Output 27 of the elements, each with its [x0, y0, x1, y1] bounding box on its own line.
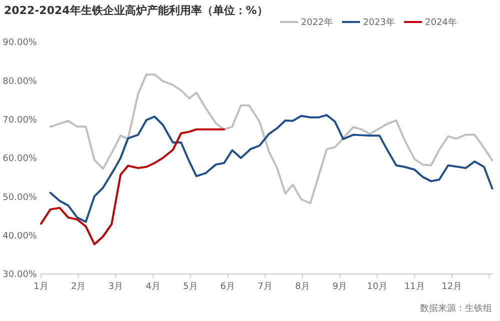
- y-tick-label: 80.00%: [2, 76, 38, 87]
- x-tick-label: 7月: [258, 282, 272, 292]
- x-tick-label: 2月: [70, 282, 86, 292]
- x-tick-label: 10月: [366, 282, 388, 292]
- line-series: [40, 128, 226, 246]
- x-tick-label: 1月: [34, 282, 48, 292]
- legend-label: 2022年: [301, 17, 333, 28]
- x-tick-label: 12月: [442, 282, 462, 292]
- y-tick-label: 30.00%: [2, 270, 38, 280]
- x-tick-label: 4月: [146, 282, 160, 292]
- x-tick-label: 6月: [220, 282, 236, 292]
- chart-title: 2022-2024年生铁企业高炉产能利用率（单位：%）: [4, 4, 268, 17]
- x-tick-label: 5月: [183, 282, 198, 292]
- x-tick-label: 9月: [332, 282, 348, 292]
- y-tick-label: 90.00%: [2, 38, 38, 48]
- line-series: [49, 73, 494, 204]
- legend-label: 2024年: [425, 17, 457, 28]
- x-tick-label: 8月: [295, 282, 310, 292]
- line-series: [49, 114, 494, 223]
- x-tick-label: 11月: [404, 282, 425, 292]
- x-tick-label: 3月: [108, 282, 124, 292]
- y-tick-label: 60.00%: [2, 154, 38, 164]
- y-tick-label: 40.00%: [2, 231, 38, 242]
- y-tick-label: 50.00%: [2, 192, 38, 203]
- source-note: 数据来源：生铁组: [420, 303, 492, 314]
- y-tick-label: 70.00%: [2, 115, 38, 126]
- legend-label: 2023年: [363, 17, 395, 28]
